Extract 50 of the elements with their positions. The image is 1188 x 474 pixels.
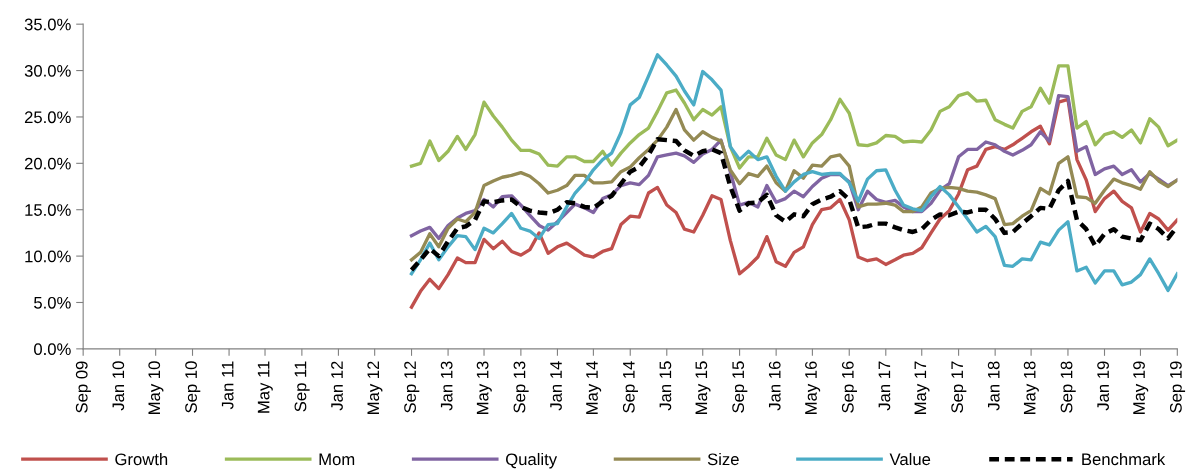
x-tick-label: Jan 15 (659, 361, 672, 411)
line-series (409, 107, 1178, 262)
x-tick-label: Jan 12 (331, 361, 343, 411)
x-tick-label: Jan 11 (221, 361, 234, 410)
x-tick-label: Sep 17 (951, 361, 967, 413)
legend-label: Growth (115, 452, 168, 466)
x-tick-label: Sep 12 (404, 361, 420, 413)
y-tick-label: 30.0% (24, 64, 71, 77)
line-series (409, 53, 1178, 293)
x-tick-label: May 16 (805, 361, 821, 414)
x-tick-label: May 14 (586, 361, 602, 414)
x-tick-label: May 18 (1023, 361, 1039, 414)
x-tick-label: May 19 (1133, 361, 1149, 414)
x-tick-label: Sep 16 (841, 361, 858, 413)
x-tick-label: Jan 13 (440, 361, 453, 411)
y-tick-label: 25.0% (24, 111, 71, 124)
legend-label: Mom (319, 453, 355, 466)
x-tick-label: Sep 09 (75, 361, 91, 413)
line-series (409, 64, 1178, 170)
legend-label: Size (707, 452, 739, 466)
x-tick-label: May 12 (367, 361, 383, 414)
x-tick-label: May 11 (257, 361, 273, 413)
x-tick-label: Jan 17 (878, 361, 891, 411)
x-tick-label: May 17 (914, 361, 930, 414)
legend-label: Value (889, 452, 931, 466)
x-tick-label: Sep 15 (732, 361, 748, 413)
x-tick-label: Sep 13 (513, 361, 529, 413)
y-tick-label: 0.0% (34, 343, 71, 356)
x-tick-label: Sep 19 (1169, 361, 1186, 413)
x-tick-label: May 15 (695, 361, 711, 414)
y-tick-label: 20.0% (24, 157, 71, 170)
line-series (409, 97, 1178, 309)
x-tick-label: May 10 (148, 361, 164, 414)
x-tick-label: May 13 (476, 361, 492, 414)
y-tick-label: 10.0% (25, 250, 71, 263)
x-tick-label: Jan 16 (768, 361, 781, 411)
x-tick-label: Sep 10 (185, 361, 201, 413)
x-tick-label: Jan 18 (987, 361, 1000, 411)
legend-label: Quality (506, 452, 558, 469)
y-tick-label: 15.0% (25, 204, 71, 216)
x-tick-label: Sep 14 (622, 361, 638, 413)
x-tick-label: Jan 19 (1097, 361, 1109, 411)
line-series (409, 136, 1178, 273)
y-tick-label: 5.0% (34, 296, 71, 309)
y-tick-label: 35.0% (24, 18, 71, 31)
legend-label: Benchmark (1082, 452, 1166, 466)
x-tick-label: Sep 11 (294, 361, 310, 412)
x-tick-label: Jan 10 (112, 361, 125, 411)
x-tick-label: Sep 18 (1060, 361, 1076, 413)
x-tick-label: Jan 14 (550, 361, 562, 411)
